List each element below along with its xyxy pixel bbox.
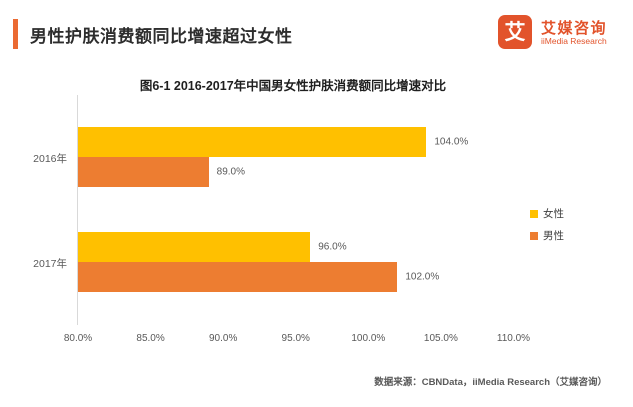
legend-item-男性: 男性 <box>530 228 564 243</box>
bar-value-label: 89.0% <box>216 166 245 178</box>
bar-row: 89.0% <box>78 157 528 187</box>
bar-value-label: 104.0% <box>434 136 469 148</box>
bar-男性-2017年 <box>78 262 398 292</box>
legend-label: 男性 <box>543 230 564 242</box>
legend: 女性 男性 <box>530 206 564 250</box>
bar-group-2017年: 96.0% 102.0% <box>78 232 528 292</box>
category-label-2016年: 2016年 <box>33 153 67 165</box>
logo-brand-en: iiMedia Research <box>541 36 607 46</box>
bar-row: 102.0% <box>78 262 528 292</box>
data-source-note: 数据来源：CBNData，iiMedia Research（艾媒咨询） <box>374 377 607 388</box>
bar-row: 96.0% <box>78 232 528 262</box>
title-accent-bar <box>13 19 18 49</box>
x-tick-label: 80.0% <box>63 333 93 344</box>
bar-group-2016年: 104.0% 89.0% <box>78 127 528 187</box>
bar-女性-2016年 <box>78 127 427 157</box>
iimedia-logo-icon: 艾 <box>498 15 532 49</box>
x-tick-label: 100.0% <box>351 333 386 344</box>
x-tick-label: 105.0% <box>423 333 458 344</box>
legend-swatch-icon <box>530 209 538 218</box>
category-label-2017年: 2017年 <box>33 258 67 270</box>
legend-label: 女性 <box>543 208 564 220</box>
bar-value-label: 102.0% <box>405 271 440 283</box>
legend-swatch-icon <box>530 231 538 240</box>
logo-brand-cn: 艾媒咨询 <box>541 20 608 37</box>
chart-title: 图6-1 2016-2017年中国男女性护肤消费额同比增速对比 <box>139 79 447 93</box>
x-tick-label: 85.0% <box>136 333 165 344</box>
bar-value-label: 96.0% <box>318 241 347 253</box>
plot-area: 80.0% 85.0% 90.0% 95.0% 100.0% 105.0% 110.0% 1… <box>33 95 530 344</box>
y-axis-line <box>77 95 78 325</box>
page-title: 男性护肤消费额同比增速超过女性 <box>30 27 293 46</box>
legend-item-女性: 女性 <box>530 206 564 221</box>
bar-row: 104.0% <box>78 127 528 157</box>
bar-女性-2017年 <box>78 232 311 262</box>
bar-男性-2016年 <box>78 157 209 187</box>
x-tick-label: 90.0% <box>208 333 238 344</box>
x-axis-ticks: 80.0% 85.0% 90.0% 95.0% 100.0% 105.0% 110.0% <box>64 333 531 347</box>
logo-glyph: 艾 <box>504 20 526 44</box>
x-tick-label: 110.0% <box>496 333 531 344</box>
x-tick-label: 95.0% <box>281 333 310 344</box>
